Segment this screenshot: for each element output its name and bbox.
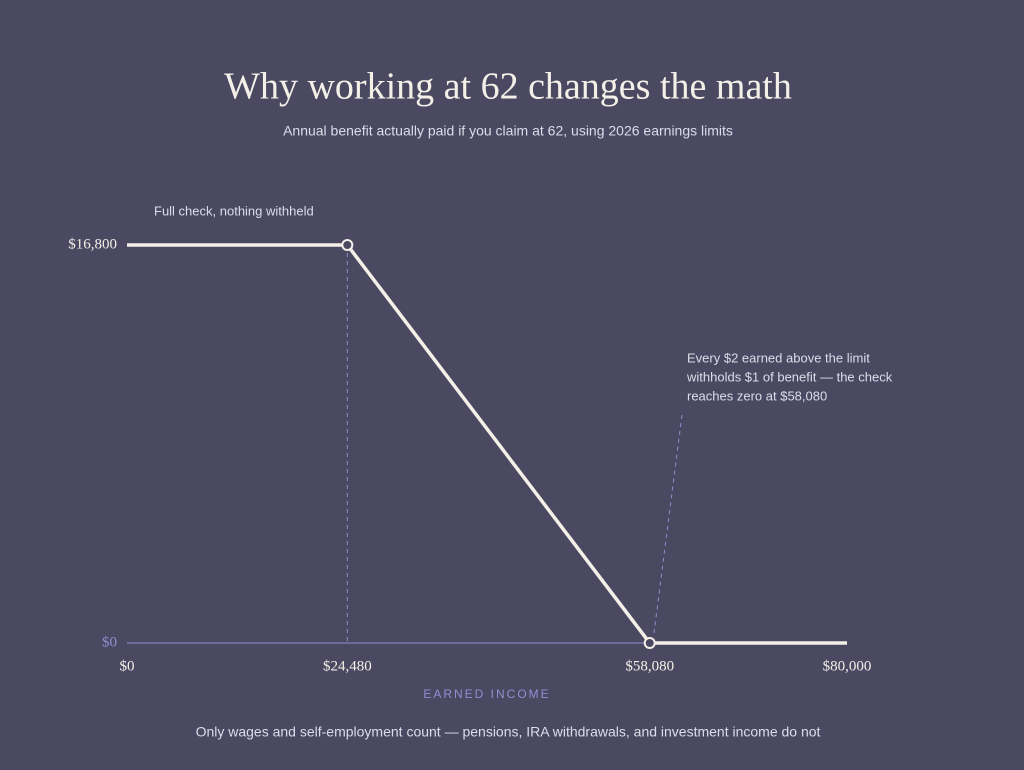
point-marker — [341, 239, 354, 251]
x-tick-label: $80,000 — [823, 658, 872, 674]
x-axis-label: EARNED INCOME — [423, 687, 550, 701]
x-tick-label: $0 — [120, 658, 135, 674]
footnote: Only wages and self-employment count — p… — [196, 724, 821, 740]
x-tick-label: $58,080 — [625, 658, 674, 674]
annotation: Full check, nothing withheld — [154, 203, 314, 218]
annotation: Every $2 earned above the limit — [687, 350, 870, 365]
annotation: reaches zero at $58,080 — [687, 388, 827, 403]
line — [127, 243, 847, 645]
chart-title: Why working at 62 changes the math — [224, 66, 792, 108]
y-tick-label: $0 — [102, 634, 117, 650]
chart-subtitle: Annual benefit actually paid if you clai… — [283, 123, 733, 139]
y-tick-label: $16,800 — [68, 236, 117, 252]
point-marker — [643, 637, 656, 649]
annotation: withholds $1 of benefit — the check — [686, 369, 893, 384]
x-tick-label: $24,480 — [323, 658, 372, 674]
